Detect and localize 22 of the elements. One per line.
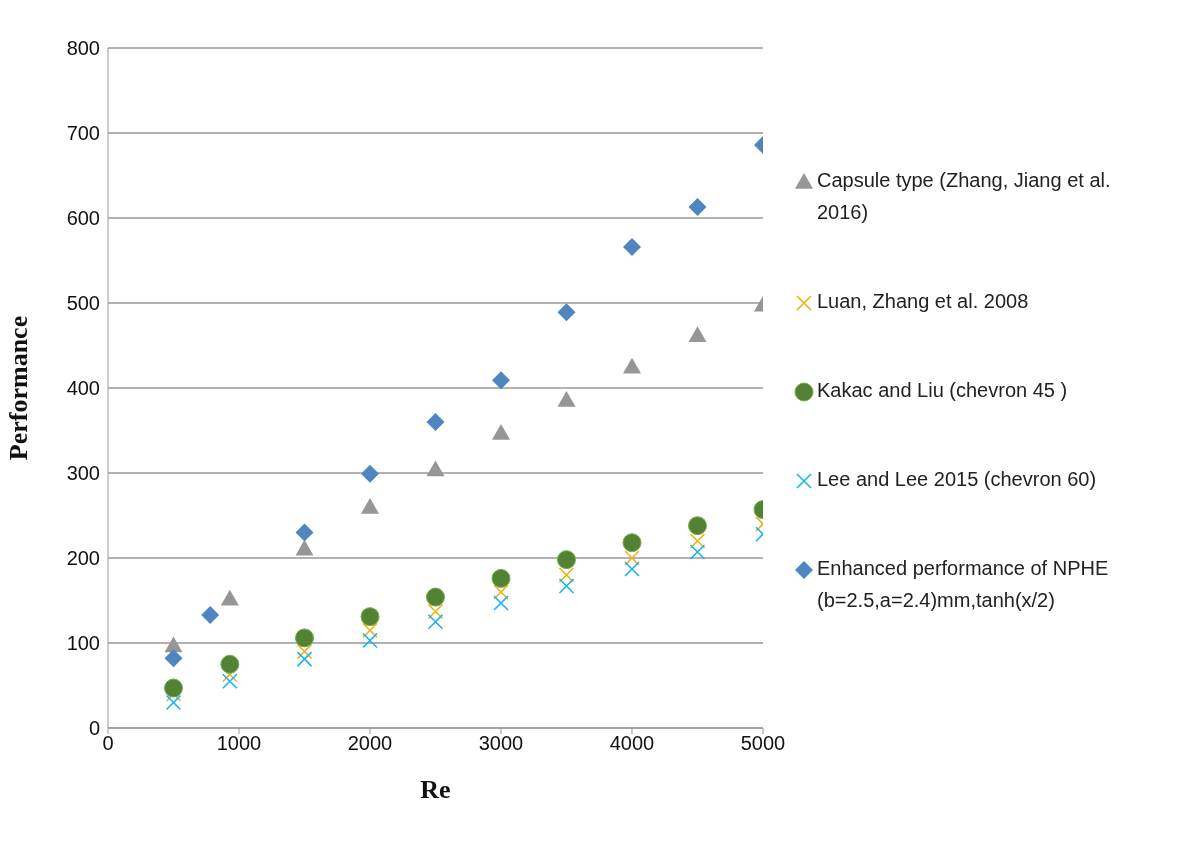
x-tick-label: 1000 — [216, 732, 262, 755]
y-tick-label: 500 — [66, 292, 100, 315]
legend-label: Lee and Lee 2015 (chevron 60) — [817, 466, 1097, 492]
y-tick-label: 200 — [66, 547, 100, 570]
legend-label: Luan, Zhang et al. 2008 — [817, 288, 1029, 314]
legend-label: Kakac and Liu (chevron 45 ) — [817, 377, 1068, 403]
x-tick-label: 0 — [102, 732, 114, 755]
y-tick-label: 600 — [66, 207, 100, 230]
y-tick-label: 800 — [66, 37, 100, 60]
legend-label: Capsule type (Zhang, Jiang et al. 2016) — [817, 167, 1112, 225]
y-tick-label: 0 — [88, 717, 100, 740]
legend-label: Enhanced performance of NPHE (b=2.5,a=2.4)mm,tanh(x/2) — [817, 555, 1110, 613]
y-tick-label: 100 — [66, 632, 100, 655]
x-tick-label: 4000 — [609, 732, 655, 755]
x-tick-label: 2000 — [347, 732, 393, 755]
y-tick-label: 700 — [66, 122, 100, 145]
y-tick-label: 400 — [66, 377, 100, 400]
x-axis-title: Re — [420, 775, 451, 804]
x-tick-label: 3000 — [478, 732, 524, 755]
y-tick-label: 300 — [66, 462, 100, 485]
y-axis-title: Performance — [4, 315, 34, 461]
x-tick-label: 5000 — [740, 732, 786, 755]
